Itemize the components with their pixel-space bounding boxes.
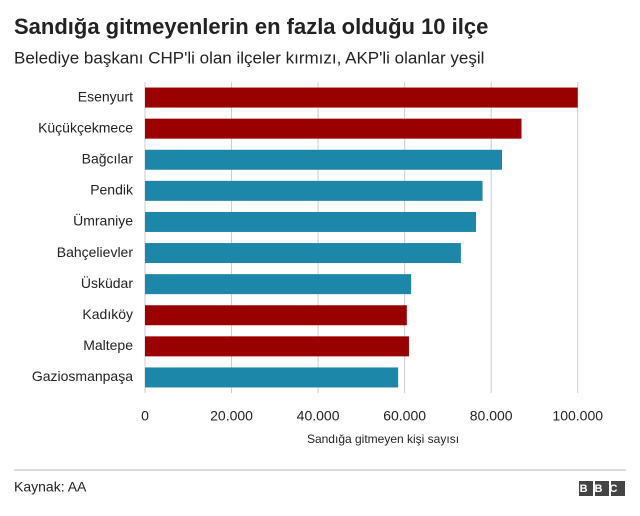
bar: [145, 211, 477, 232]
logo-box: [579, 481, 593, 496]
y-tick-label: Bağcılar: [82, 150, 134, 166]
bar: [145, 367, 399, 388]
bar: [145, 274, 412, 295]
bar: [145, 118, 522, 139]
chart-subtitle: Belediye başkanı CHP'li olan ilçeler kır…: [14, 48, 484, 67]
bar: [145, 180, 483, 201]
y-tick-label: Bahçelievler: [57, 244, 134, 260]
x-tick-label: 0: [141, 408, 149, 424]
source: Kaynak: AA: [14, 479, 87, 495]
bar: [145, 149, 502, 170]
y-tick-label: Pendik: [90, 182, 134, 198]
y-tick-label: Esenyurt: [78, 88, 133, 104]
bar: [145, 243, 461, 264]
logo-box: [595, 481, 609, 496]
y-tick-label: Maltepe: [83, 337, 133, 353]
y-tick-label: Üsküdar: [81, 274, 133, 291]
chart-title: Sandığa gitmeyenlerin en fazla olduğu 10…: [14, 14, 488, 39]
y-tick-label: Ümraniye: [73, 212, 133, 229]
bar: [145, 305, 407, 326]
logo-box: [611, 481, 625, 496]
x-tick-label: 100.000: [552, 408, 603, 424]
y-tick-label: Gaziosmanpaşa: [32, 368, 133, 384]
y-tick-label: Küçükçekmece: [38, 119, 133, 135]
bar: [145, 87, 578, 108]
x-tick-label: 80.000: [470, 408, 513, 424]
x-tick-label: 60.000: [383, 408, 426, 424]
x-axis-label: Sandığa gitmeyen kişi sayısı: [307, 432, 459, 446]
logo: BBC: [580, 483, 625, 495]
y-tick-label: Kadıköy: [82, 306, 133, 322]
x-tick-label: 40.000: [297, 408, 340, 424]
bar: [145, 336, 409, 357]
x-tick-label: 20.000: [210, 408, 253, 424]
